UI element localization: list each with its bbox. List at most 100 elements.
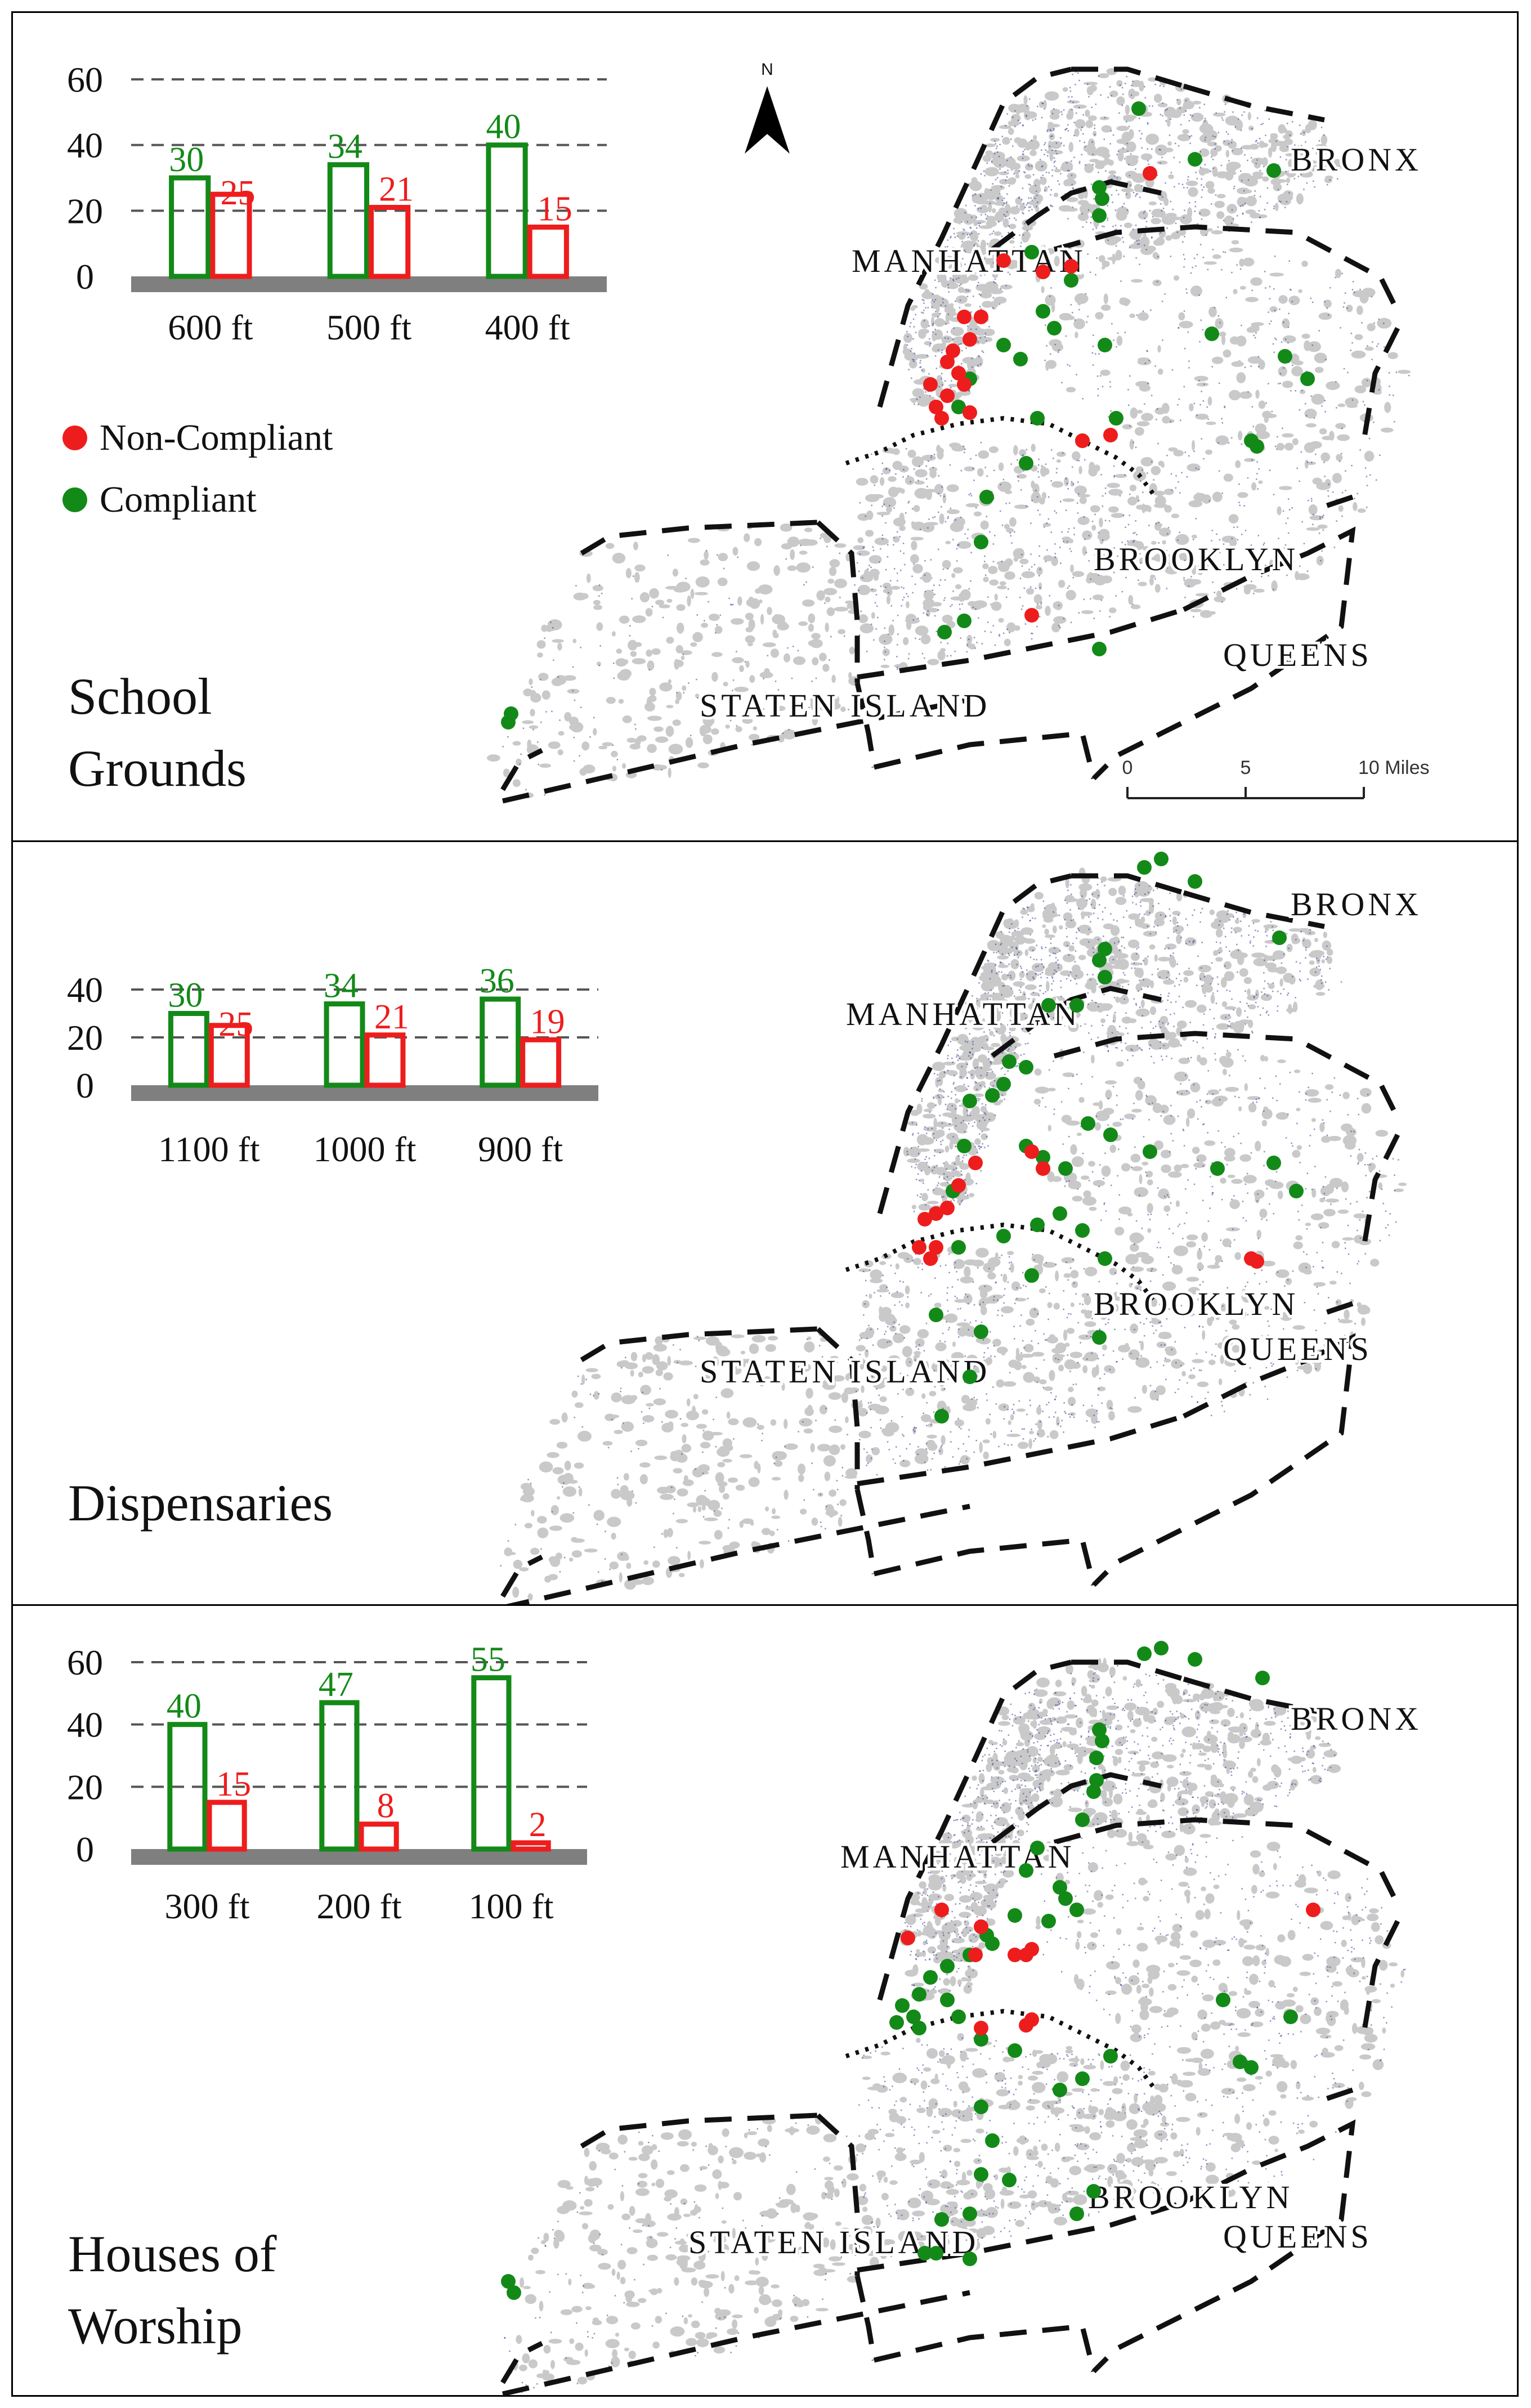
parcel-shape <box>1023 1372 1035 1383</box>
parcel-shape <box>858 1430 871 1439</box>
parcel-shape <box>1207 1089 1220 1095</box>
density-point <box>1185 100 1187 101</box>
density-point <box>907 1375 908 1376</box>
data-label-compliant: 30 <box>169 141 204 179</box>
density-point <box>540 1548 542 1550</box>
density-point <box>992 543 995 545</box>
density-point <box>1109 386 1111 388</box>
density-point <box>1050 129 1052 132</box>
parcel-shape <box>643 1560 649 1565</box>
density-point <box>1012 116 1014 118</box>
density-point <box>598 584 601 586</box>
density-point <box>1184 347 1186 350</box>
density-point <box>882 1274 884 1277</box>
density-point <box>1056 468 1058 469</box>
density-point <box>1108 520 1111 522</box>
density-point <box>1184 451 1187 453</box>
parcel-shape <box>1337 403 1346 408</box>
density-point <box>1076 374 1077 375</box>
parcel-shape <box>1154 954 1158 962</box>
density-point <box>885 1331 887 1332</box>
parcel-shape <box>611 1415 619 1418</box>
density-point <box>1010 463 1012 465</box>
parcel-shape <box>1149 944 1156 950</box>
density-point <box>947 314 950 315</box>
parcel-shape <box>1163 106 1176 118</box>
parcel-shape <box>1108 489 1123 496</box>
parcel-shape <box>1033 1099 1041 1105</box>
density-point <box>1157 281 1158 283</box>
density-point <box>984 213 987 216</box>
density-point <box>1160 194 1162 196</box>
parcel-shape <box>802 599 815 607</box>
parcel-shape <box>749 1343 759 1354</box>
density-point <box>653 1546 655 1548</box>
parcel-shape <box>520 1497 533 1502</box>
density-point <box>1286 574 1288 576</box>
density-point <box>952 1456 954 1458</box>
parcel-shape <box>739 1520 744 1528</box>
parcel-shape <box>1216 194 1226 199</box>
density-point <box>938 268 940 270</box>
parcel-shape <box>583 764 596 774</box>
parcel-shape <box>827 579 835 584</box>
density-point <box>1123 203 1125 204</box>
density-point <box>916 399 918 400</box>
parcel-shape <box>1207 141 1217 147</box>
parcel-shape <box>1038 582 1042 590</box>
parcel-shape <box>907 1158 920 1163</box>
density-point <box>960 469 963 472</box>
parcel-shape <box>1211 921 1224 929</box>
parcel-shape <box>1316 955 1320 965</box>
density-point <box>894 1304 896 1306</box>
density-point <box>1116 1283 1118 1284</box>
parcel-shape <box>687 1551 691 1560</box>
density-point <box>1183 187 1185 189</box>
parcel-shape <box>630 651 637 657</box>
parcel-shape <box>1023 1344 1034 1353</box>
parcel-shape <box>981 1042 989 1050</box>
parcel-shape <box>1077 494 1090 498</box>
density-point <box>946 1321 947 1323</box>
density-point <box>1272 343 1274 345</box>
density-point <box>1116 177 1118 179</box>
parcel-shape <box>829 1489 836 1497</box>
parcel-shape <box>749 733 760 741</box>
parcel-shape <box>1306 160 1318 164</box>
density-point <box>930 456 932 459</box>
parcel-shape <box>862 1300 870 1309</box>
parcel-shape <box>1165 943 1177 950</box>
parcel-shape <box>1205 1099 1212 1104</box>
density-point <box>1160 149 1161 151</box>
density-point <box>782 732 784 734</box>
density-point <box>1319 516 1321 518</box>
density-point <box>1351 464 1353 467</box>
parcel-shape <box>921 368 926 373</box>
parcel-shape <box>1162 1281 1176 1291</box>
density-point <box>1199 107 1201 109</box>
parcel-shape <box>1171 1359 1183 1369</box>
density-point <box>938 475 939 477</box>
density-point <box>919 366 921 368</box>
parcel-shape <box>1277 1190 1283 1199</box>
parcel-shape <box>919 1179 925 1183</box>
density-point <box>1127 389 1129 391</box>
parcel-shape <box>852 1358 867 1368</box>
density-point <box>1104 117 1106 119</box>
parcel-shape <box>1129 314 1135 318</box>
density-point <box>897 633 899 635</box>
density-point <box>893 544 894 546</box>
parcel-shape <box>980 292 992 299</box>
north-arrow-shape <box>745 86 790 154</box>
density-point <box>1097 388 1099 390</box>
density-point <box>1144 1335 1145 1337</box>
density-point <box>1311 500 1313 502</box>
parcel-shape <box>1303 939 1311 948</box>
density-point <box>1006 159 1008 162</box>
parcel-shape <box>1155 1390 1160 1401</box>
parcel-shape <box>692 632 703 642</box>
density-point <box>1031 1429 1032 1430</box>
non-compliant-facility-dot <box>957 310 972 324</box>
parcel-shape <box>1127 1212 1133 1217</box>
legend-label-compliant: Compliant <box>100 479 257 520</box>
